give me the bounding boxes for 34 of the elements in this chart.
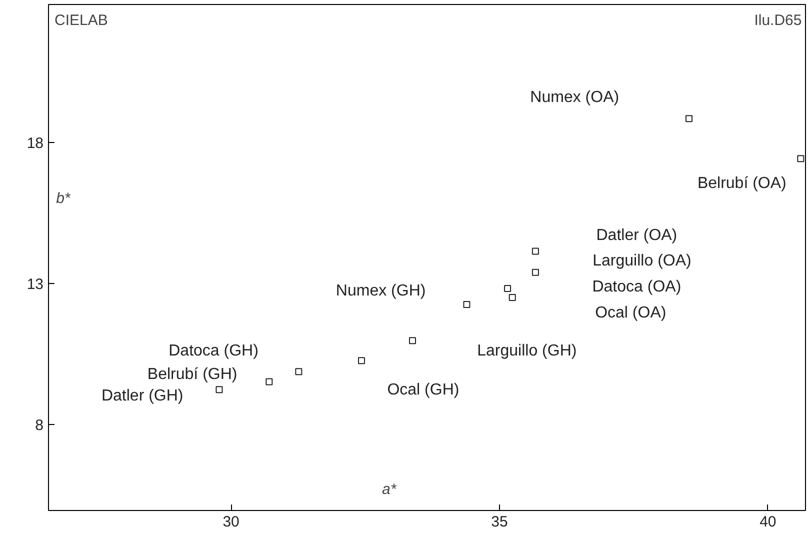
- annotation: Ilu.D65: [754, 12, 802, 30]
- point: [358, 357, 365, 364]
- annotation: Belrubí (GH): [147, 366, 238, 383]
- annotation: Datoca (GH): [168, 342, 258, 360]
- x-tick-label: 40: [760, 514, 776, 530]
- annotation: Numex (OA): [530, 89, 620, 106]
- annotation: CIELAB: [54, 12, 108, 30]
- y-tick-label: 13: [26, 276, 44, 293]
- point: [463, 301, 470, 308]
- point: [216, 386, 223, 394]
- annotation: Belrubí (OA): [697, 175, 786, 192]
- point: [295, 368, 302, 376]
- point: [409, 337, 416, 344]
- annotation: Numex (GH): [336, 282, 426, 300]
- point: [266, 378, 273, 386]
- annotation: Datoca (OA): [592, 278, 682, 296]
- annotation: Ocal (GH): [387, 382, 460, 399]
- annotation: Datler (OA): [596, 227, 678, 244]
- x-axis-title: a*: [382, 480, 398, 498]
- y-axis-title: b*: [56, 190, 72, 207]
- annotation: Datler (GH): [101, 388, 184, 405]
- annotation: Ocal (OA): [595, 304, 666, 322]
- y-tick-label: 8: [35, 416, 44, 434]
- point: [797, 155, 804, 162]
- point: [504, 284, 512, 292]
- point: [508, 294, 516, 302]
- annotation: Larguillo (GH): [477, 342, 577, 360]
- point: [532, 268, 539, 276]
- point: [532, 248, 539, 255]
- y-tick-label: 18: [26, 135, 44, 152]
- annotation: Larguillo (OA): [592, 252, 692, 270]
- x-tick-label: 30: [222, 514, 240, 530]
- point: [685, 115, 692, 122]
- x-tick-label: 35: [491, 514, 508, 530]
